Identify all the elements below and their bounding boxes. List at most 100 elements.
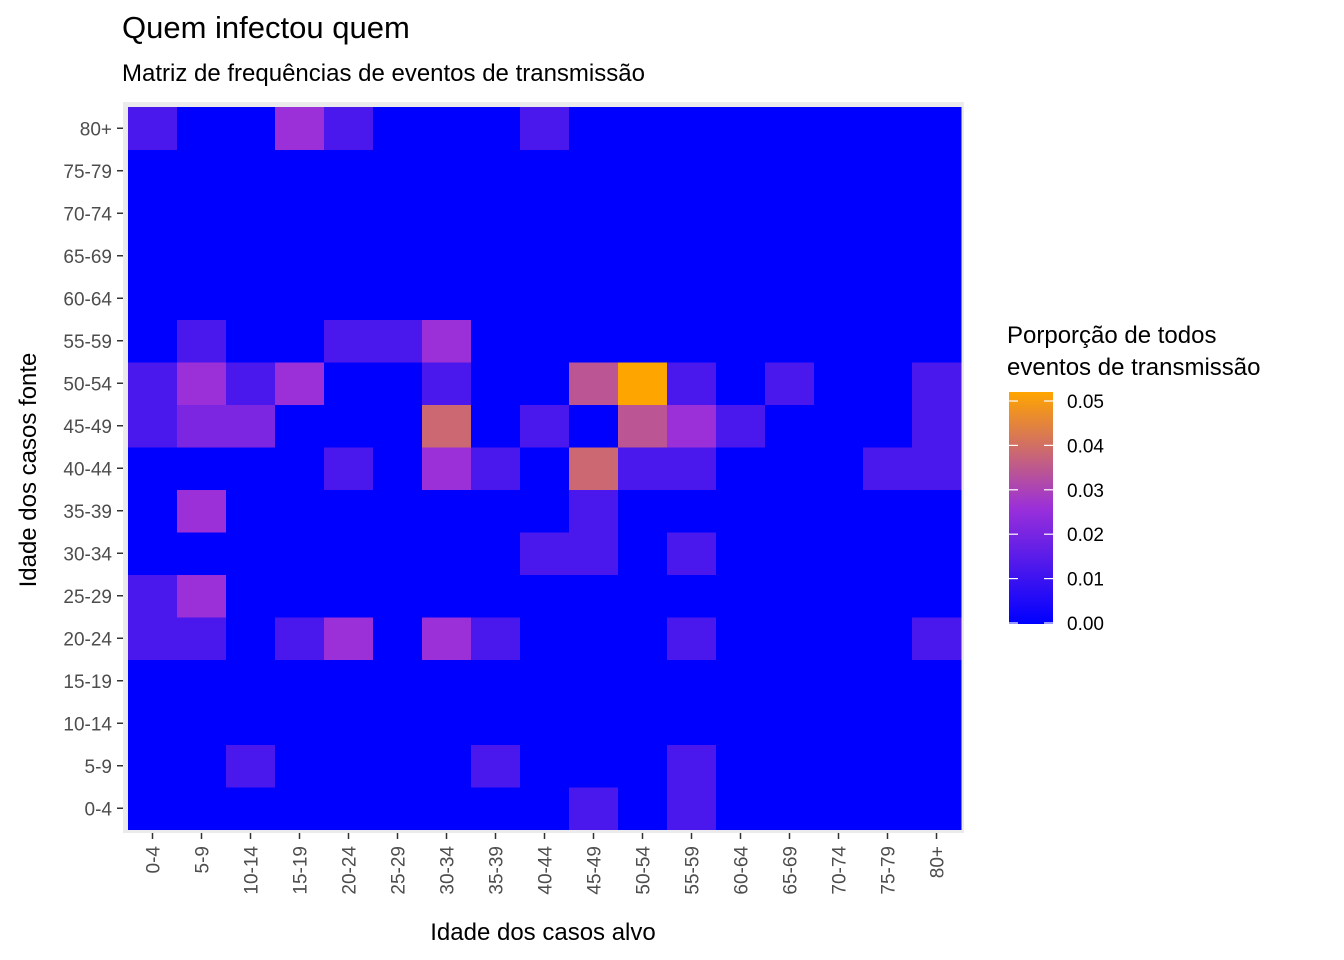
heatmap-cell bbox=[471, 362, 521, 405]
heatmap-cell bbox=[226, 319, 276, 363]
y-tick-label: 65-69 bbox=[63, 247, 112, 268]
x-tick-label: 70-74 bbox=[830, 846, 851, 895]
heatmap-cell bbox=[716, 702, 766, 745]
heatmap-cell bbox=[324, 702, 374, 745]
y-tick-label: 20-24 bbox=[63, 629, 112, 650]
heatmap-cell bbox=[765, 149, 815, 193]
heatmap-cell bbox=[373, 702, 423, 745]
heatmap-cell bbox=[177, 149, 227, 193]
heatmap-cell bbox=[912, 744, 962, 788]
heatmap-cell bbox=[275, 149, 325, 193]
heatmap-cell bbox=[177, 362, 227, 405]
heatmap-cell bbox=[422, 192, 472, 235]
heatmap-cell bbox=[128, 319, 178, 363]
heatmap-cell bbox=[471, 489, 521, 533]
heatmap-cell bbox=[520, 149, 570, 193]
heatmap-cell bbox=[324, 192, 374, 235]
heatmap-cell bbox=[765, 787, 815, 830]
heatmap-cell bbox=[863, 447, 913, 490]
heatmap-cell bbox=[128, 617, 178, 660]
heatmap-cell bbox=[324, 149, 374, 193]
x-tick-label: 5-9 bbox=[193, 846, 214, 873]
heatmap-cell bbox=[618, 659, 668, 703]
heatmap-cell bbox=[422, 617, 472, 660]
heatmap-cell bbox=[569, 404, 619, 448]
heatmap-cell bbox=[422, 787, 472, 830]
y-tick-label: 35-39 bbox=[63, 502, 112, 523]
heatmap-cell bbox=[618, 744, 668, 788]
heatmap-cell bbox=[667, 787, 717, 830]
x-axis: 0-4 5-9 10-14 15-19 20-24 25-29 30-34 35-39 40-4… bbox=[144, 833, 949, 895]
heatmap-cell bbox=[765, 319, 815, 363]
heatmap-cell bbox=[128, 574, 178, 618]
heatmap-cell bbox=[422, 744, 472, 788]
y-tick-label: 70-74 bbox=[63, 204, 112, 225]
heatmap-cell bbox=[177, 532, 227, 575]
heatmap-cell bbox=[667, 489, 717, 533]
heatmap-cell bbox=[863, 702, 913, 745]
heatmap-cell bbox=[373, 319, 423, 363]
heatmap-cell bbox=[373, 234, 423, 278]
heatmap-cell bbox=[569, 362, 619, 405]
heatmap-cell bbox=[618, 489, 668, 533]
x-tick-label: 10-14 bbox=[242, 846, 263, 895]
heatmap-cell bbox=[863, 532, 913, 575]
heatmap-cell bbox=[569, 617, 619, 660]
heatmap-cell bbox=[324, 447, 374, 490]
heatmap-cell bbox=[520, 362, 570, 405]
heatmap-cell bbox=[226, 489, 276, 533]
heatmap-cell bbox=[569, 107, 619, 150]
heatmap-cell bbox=[471, 234, 521, 278]
heatmap-cell bbox=[275, 447, 325, 490]
heatmap-cell bbox=[520, 192, 570, 235]
heatmap-cell bbox=[177, 744, 227, 788]
heatmap-cell bbox=[765, 404, 815, 448]
x-tick-label: 20-24 bbox=[340, 846, 361, 895]
heatmap-cell bbox=[422, 149, 472, 193]
heatmap-cell bbox=[569, 787, 619, 830]
heatmap-cell bbox=[618, 234, 668, 278]
legend-tick-label: 0.03 bbox=[1067, 481, 1104, 502]
heatmap-cell bbox=[177, 617, 227, 660]
heatmap-cell bbox=[324, 744, 374, 788]
heatmap-cell bbox=[324, 107, 374, 150]
heatmap-cell bbox=[569, 447, 619, 490]
heatmap-cell bbox=[667, 744, 717, 788]
heatmap-cell bbox=[177, 489, 227, 533]
y-tick-label: 15-19 bbox=[63, 672, 112, 693]
x-tick-label: 30-34 bbox=[438, 846, 459, 895]
heatmap-cell bbox=[471, 107, 521, 150]
heatmap-cell bbox=[667, 532, 717, 575]
heatmap-cell bbox=[912, 447, 962, 490]
heatmap-cell bbox=[667, 192, 717, 235]
heatmap-cell bbox=[618, 404, 668, 448]
heatmap-cell bbox=[618, 617, 668, 660]
heatmap-cell bbox=[422, 277, 472, 320]
heatmap-cell bbox=[471, 617, 521, 660]
chart-title: Quem infectou quem bbox=[122, 10, 410, 45]
heatmap-cell bbox=[275, 787, 325, 830]
heatmap-cell bbox=[814, 489, 864, 533]
y-tick-label: 25-29 bbox=[63, 587, 112, 608]
heatmap-cell bbox=[667, 149, 717, 193]
heatmap-cell bbox=[226, 277, 276, 320]
heatmap-cell bbox=[471, 319, 521, 363]
heatmap-cell bbox=[667, 447, 717, 490]
heatmap-cell bbox=[569, 574, 619, 618]
heatmap-cell bbox=[667, 319, 717, 363]
heatmap-cell bbox=[471, 532, 521, 575]
heatmap-cell bbox=[912, 787, 962, 830]
heatmap-cell bbox=[569, 702, 619, 745]
heatmap-cell bbox=[373, 107, 423, 150]
x-tick-label: 25-29 bbox=[389, 846, 410, 895]
y-tick-label: 10-14 bbox=[63, 714, 112, 735]
heatmap-cell bbox=[716, 234, 766, 278]
y-tick-label: 60-64 bbox=[63, 289, 112, 310]
legend: Porporção de todos eventos de transmissã… bbox=[1007, 322, 1260, 635]
heatmap-cell bbox=[912, 702, 962, 745]
heatmap-cell bbox=[863, 277, 913, 320]
heatmap-cell bbox=[324, 617, 374, 660]
legend-tick-label: 0.05 bbox=[1067, 392, 1104, 413]
heatmap-cell bbox=[226, 659, 276, 703]
heatmap-cell bbox=[373, 617, 423, 660]
